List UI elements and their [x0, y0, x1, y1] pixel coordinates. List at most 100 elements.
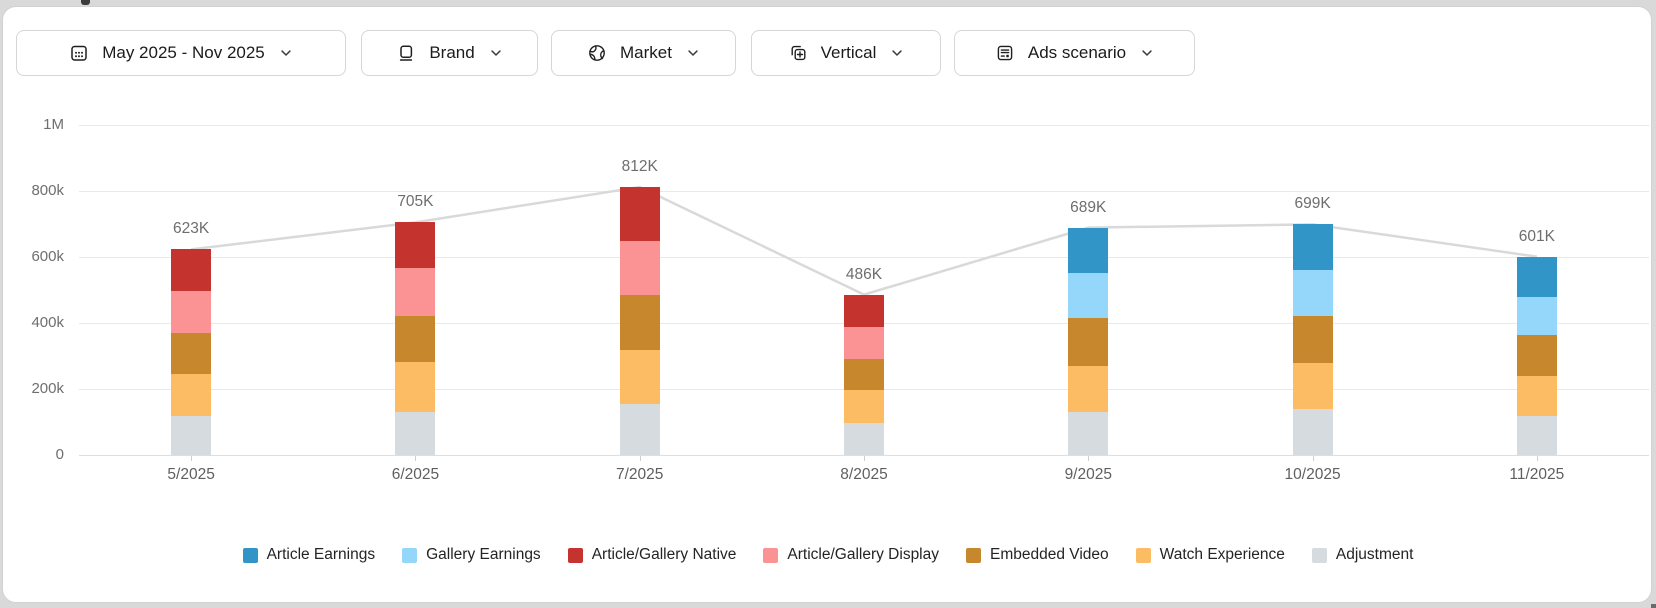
legend-swatch [1135, 547, 1151, 563]
legend-item-gallery-earnings[interactable]: Gallery Earnings [402, 546, 541, 564]
clipped-element-corner [1651, 604, 1656, 608]
ads-scenario-filter-label: Ads scenario [1027, 43, 1127, 62]
globe-icon [587, 43, 607, 63]
chevron-down-icon [686, 46, 700, 60]
x-axis-tick [1536, 456, 1538, 461]
bar-segment-article-earnings[interactable] [1068, 227, 1109, 273]
bar-segment-adjustment[interactable] [395, 411, 436, 455]
chevron-down-icon [489, 46, 503, 60]
x-axis-tick [191, 456, 193, 461]
bar-segment-embedded-video[interactable] [395, 316, 436, 363]
bar-total-label: 486K [845, 265, 883, 283]
vertical-icon [788, 43, 808, 63]
bar-segment-embedded-video[interactable] [619, 295, 660, 351]
brand-filter-button[interactable]: Brand [361, 30, 538, 76]
bar-segment-article-gallery-native[interactable] [844, 294, 884, 328]
bar-segment-article-gallery-native[interactable] [619, 187, 660, 241]
bar-total-label: 705K [397, 193, 434, 211]
legend-swatch [567, 547, 583, 563]
bar-segment-watch-experience[interactable] [844, 390, 884, 424]
bar-segment-adjustment[interactable] [1292, 409, 1333, 455]
bar-segment-article-gallery-display[interactable] [619, 240, 660, 296]
bar-segment-article-gallery-display[interactable] [844, 327, 884, 359]
bar-segment-article-gallery-display[interactable] [171, 291, 212, 333]
bar-segment-watch-experience[interactable] [171, 374, 212, 416]
bar-total-label: 699K [1294, 195, 1331, 213]
gridline [79, 191, 1649, 192]
ads-scenario-filter-button[interactable]: Ads scenario [954, 30, 1195, 76]
bar-segment-embedded-video[interactable] [844, 358, 884, 390]
bar-segment-watch-experience[interactable] [395, 362, 436, 412]
y-axis-tick-label: 1M [43, 116, 64, 133]
bar-segment-embedded-video[interactable] [1292, 316, 1333, 363]
x-axis-tick [1312, 456, 1314, 461]
market-filter-label: Market [620, 43, 672, 62]
legend-label: Gallery Earnings [426, 546, 541, 563]
brand-icon [396, 43, 416, 63]
bar-segment-embedded-video[interactable] [1068, 318, 1109, 366]
bar-segment-adjustment[interactable] [844, 423, 884, 455]
x-axis-tick [1088, 456, 1090, 461]
x-axis-tick [639, 456, 641, 461]
bar-segment-adjustment[interactable] [171, 415, 212, 455]
x-axis-category-label: 8/2025 [840, 466, 888, 483]
bar-segment-embedded-video[interactable] [1516, 335, 1557, 377]
bar-total-label: 601K [1518, 227, 1555, 245]
y-axis-tick-label: 0 [55, 446, 64, 463]
gridline [79, 257, 1649, 258]
legend-item-article-earnings[interactable]: Article Earnings [242, 546, 375, 564]
chevron-down-icon [279, 46, 293, 60]
x-axis-tick [864, 456, 865, 461]
chart-card [2, 6, 1652, 603]
legend-swatch [763, 547, 779, 563]
gridline [79, 455, 1649, 456]
x-axis-tick [415, 456, 417, 461]
bar-segment-watch-experience[interactable] [1292, 362, 1333, 410]
legend-swatch [966, 547, 982, 563]
bar-segment-adjustment[interactable] [619, 404, 660, 455]
x-axis-category-label: 7/2025 [615, 466, 664, 483]
ads-scenario-icon [995, 43, 1015, 63]
bar-segment-article-gallery-display[interactable] [395, 267, 436, 317]
x-axis-category-label: 5/2025 [167, 466, 215, 483]
legend-label: Article/Gallery Native [591, 546, 737, 563]
calendar-icon [69, 43, 89, 63]
bar-segment-article-gallery-native[interactable] [395, 222, 436, 268]
x-axis-category-label: 9/2025 [1064, 466, 1112, 483]
bar-segment-adjustment[interactable] [1516, 416, 1557, 455]
bar-segment-gallery-earnings[interactable] [1292, 269, 1333, 317]
bar-segment-watch-experience[interactable] [619, 350, 660, 405]
bar-total-label: 623K [173, 220, 210, 238]
legend-swatch [402, 547, 418, 563]
bar-segment-watch-experience[interactable] [1516, 376, 1557, 417]
vertical-filter-button[interactable]: Vertical [751, 30, 941, 76]
date-range-filter-button[interactable]: May 2025 - Nov 2025 [16, 30, 346, 76]
x-axis-category-label: 11/2025 [1509, 466, 1565, 483]
bar-segment-adjustment[interactable] [1068, 411, 1109, 455]
bar-segment-embedded-video[interactable] [171, 332, 212, 375]
legend-label: Watch Experience [1159, 546, 1285, 563]
brand-filter-label: Brand [429, 43, 475, 62]
bar-total-label: 689K [1070, 198, 1107, 216]
clipped-element-top [81, 0, 90, 5]
y-axis-tick-label: 200k [31, 380, 64, 397]
legend-label: Article/Gallery Display [787, 546, 940, 563]
legend-item-watch-experience[interactable]: Watch Experience [1135, 546, 1285, 564]
x-axis-category-label: 6/2025 [391, 466, 440, 483]
legend-item-adjustment[interactable]: Adjustment [1311, 546, 1414, 564]
bar-segment-article-gallery-native[interactable] [171, 249, 212, 292]
bar-segment-gallery-earnings[interactable] [1516, 296, 1557, 336]
legend-label: Adjustment [1335, 546, 1414, 563]
chevron-down-icon [890, 46, 904, 60]
bar-segment-watch-experience[interactable] [1068, 365, 1109, 412]
legend-swatch [1311, 547, 1327, 563]
bar-segment-gallery-earnings[interactable] [1068, 272, 1109, 319]
legend-item-article-gallery-native[interactable]: Article/Gallery Native [567, 546, 737, 564]
legend-item-embedded-video[interactable]: Embedded Video [966, 546, 1109, 564]
bar-segment-article-earnings[interactable] [1516, 256, 1557, 297]
bar-segment-article-earnings[interactable] [1292, 224, 1333, 270]
x-axis-category-label: 10/2025 [1284, 466, 1341, 483]
legend-item-article-gallery-display[interactable]: Article/Gallery Display [763, 546, 939, 564]
market-filter-button[interactable]: Market [551, 30, 736, 76]
